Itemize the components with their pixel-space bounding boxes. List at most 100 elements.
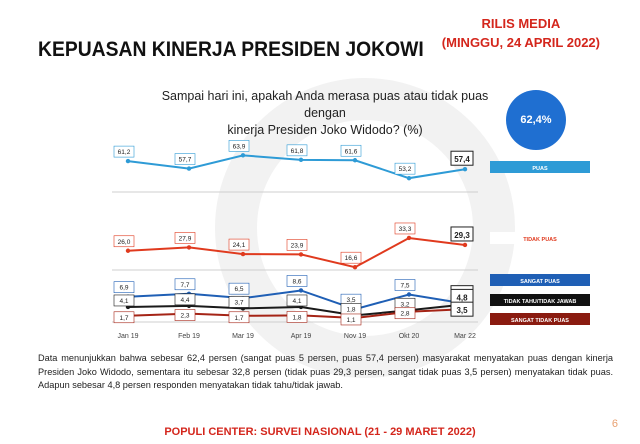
description-paragraph: Data menunjukkan bahwa sebesar 62,4 pers…: [38, 353, 613, 390]
data-label: 6,9: [119, 285, 128, 292]
survey-question: Sampai hari ini, apakah Anda merasa puas…: [140, 88, 510, 139]
data-point: [125, 248, 131, 253]
x-tick-label: Nov 19: [344, 333, 366, 340]
data-label: 1,8: [346, 306, 355, 313]
data-point: [240, 251, 246, 257]
data-label-box: [340, 313, 362, 326]
total-satisfaction-bubble: 62,4%: [506, 90, 566, 150]
data-label-box: [228, 311, 250, 324]
x-tick-label: Feb 19: [178, 333, 200, 340]
page-title: KEPUASAN KINERJA PRESIDEN JOKOWI: [38, 38, 424, 61]
data-label-box: [113, 311, 135, 324]
x-tick-label: Apr 19: [291, 333, 312, 340]
data-label: 16,6: [345, 255, 358, 262]
data-label: 61,2: [118, 149, 131, 156]
data-label: 2,8: [400, 311, 409, 318]
data-label-box: [394, 222, 416, 235]
data-label-box: [228, 238, 250, 251]
data-label: 7,5: [400, 283, 409, 290]
release-label: RILIS MEDIA: [481, 16, 561, 31]
data-label-box: [286, 239, 308, 251]
release-date: (MINGGU, 24 APRIL 2022): [441, 35, 600, 50]
data-label-box: [340, 144, 362, 157]
data-label: 1,8: [292, 314, 301, 321]
release-info: RILIS MEDIA (MINGGU, 24 APRIL 2022): [442, 14, 600, 52]
data-label: 57,4: [454, 155, 470, 164]
question-line-2: kinerja Presiden Joko Widodo? (%): [227, 123, 423, 137]
data-point: [352, 265, 358, 270]
data-label: 33,3: [399, 226, 412, 233]
page-number: 6: [611, 418, 618, 430]
data-label: 2,3: [180, 313, 189, 320]
data-label: 61,8: [291, 148, 304, 155]
data-point: [186, 245, 192, 250]
data-label-box: [174, 278, 196, 291]
data-label: 26,0: [118, 239, 131, 246]
data-label: 1,1: [346, 317, 355, 324]
chart-labels: 61,2 57,7 63,9 61,8 61,6 53,2 57,4 26,0 27,9 24,1…: [113, 140, 474, 326]
data-point: [298, 252, 304, 257]
chart-legend: PUAS TIDAK PUAS SANGAT PUAS TIDAK TAHU/TIDA…: [490, 161, 590, 325]
legend-swatch: [490, 232, 590, 244]
data-point: [406, 235, 412, 241]
data-label: 7,7: [180, 282, 189, 289]
data-label: 3,5: [456, 306, 468, 315]
data-label-box: [113, 235, 135, 248]
data-point: [406, 292, 412, 297]
data-point: [298, 157, 304, 163]
data-label-box: [286, 144, 308, 157]
x-tick-label: Mar 22: [454, 333, 476, 340]
data-point: [125, 158, 131, 164]
legend-swatch: [490, 294, 590, 306]
legend-swatch: [490, 161, 590, 173]
source-footer: POPULI CENTER: SURVEI NASIONAL (21 - 29 …: [164, 426, 476, 438]
legend-label: TIDAK TAHU/TIDAK JAWAB: [504, 299, 577, 305]
data-point: [406, 175, 412, 181]
data-label: 23,9: [291, 242, 304, 249]
question-line-1: Sampai hari ini, apakah Anda merasa puas…: [161, 89, 489, 120]
data-label: 4,8: [456, 293, 468, 302]
data-label: 29,3: [454, 231, 470, 240]
data-label-box: [174, 153, 196, 165]
x-tick-label: Mar 19: [232, 333, 254, 340]
data-label: 4,1: [292, 298, 301, 305]
legend-swatch: [490, 313, 590, 325]
data-label: 8,6: [292, 278, 301, 285]
data-label: 3,7: [234, 299, 243, 306]
data-label-box: [450, 150, 474, 166]
data-label: 57,7: [179, 157, 192, 164]
data-label: 27,9: [179, 235, 192, 242]
data-label: 4,4: [180, 297, 189, 304]
data-point: [462, 167, 468, 172]
chart-x-axis: Jan 19 Feb 19 Mar 19 Apr 19 Nov 19 Okt 20 Mar …: [117, 333, 476, 340]
data-point: [186, 166, 192, 171]
data-label-box: [174, 232, 196, 244]
data-label: 4,1: [119, 298, 128, 305]
data-label: 61,6: [345, 148, 358, 155]
data-label-box: [286, 311, 308, 323]
data-point: [462, 242, 468, 248]
legend-swatch: [490, 274, 590, 286]
data-label-box: [174, 293, 196, 306]
legend-label: TIDAK PUAS: [523, 237, 557, 243]
data-label-box: [394, 162, 416, 175]
legend-label: SANGAT PUAS: [520, 279, 560, 285]
data-label-box: [113, 294, 135, 307]
data-point: [298, 288, 304, 293]
legend-label: SANGAT TIDAK PUAS: [511, 318, 569, 324]
data-label: 1,7: [234, 315, 243, 322]
data-label-box: [113, 145, 135, 158]
data-label-box: [228, 140, 250, 152]
data-label: 1,7: [119, 315, 128, 322]
data-label: 24,1: [233, 242, 246, 249]
data-label: 3,5: [346, 297, 355, 304]
data-label-box: [450, 301, 474, 317]
data-point: [352, 158, 358, 163]
x-tick-label: Jan 19: [117, 333, 138, 340]
legend-label: PUAS: [532, 166, 548, 172]
data-label: 3,2: [400, 301, 409, 308]
data-label-box: [113, 281, 135, 294]
data-label-box: [228, 296, 250, 308]
data-label-box: [394, 279, 416, 291]
